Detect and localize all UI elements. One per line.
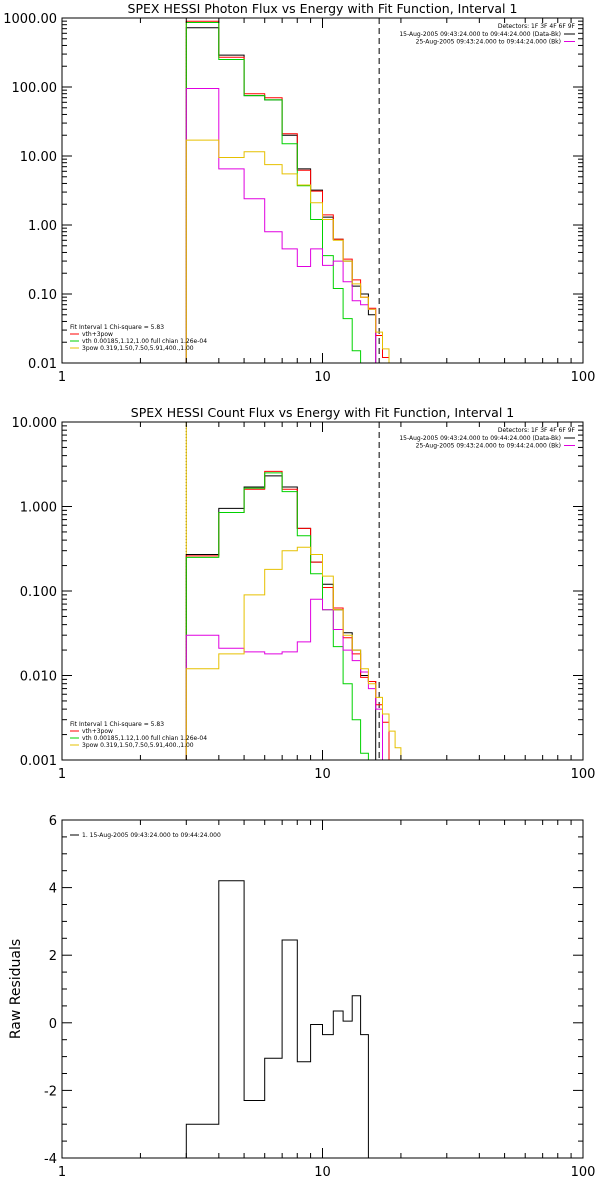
chart-panel-2: SPEX HESSI Count Flux vs Energy with Fit…	[12, 405, 596, 782]
y-tick-label: 1.00	[28, 219, 57, 234]
x-tick-label: 100	[571, 370, 596, 385]
x-tick-label: 1	[58, 1165, 66, 1180]
y-tick-label: 0.10	[28, 288, 57, 303]
series-line-1	[185, 880, 376, 1158]
plot-frame	[61, 819, 584, 1159]
y-tick-label: 6	[49, 814, 57, 829]
detectors-header: Detectors: 1F 3F 4F 6F 9F	[498, 427, 576, 434]
y-tick-label: 4	[49, 882, 57, 897]
x-tick-label: 1	[58, 370, 66, 385]
y-axis-label: Raw Residuals	[8, 939, 24, 1039]
chart-panel-1: SPEX HESSI Photon Flux vs Energy with Fi…	[3, 1, 595, 385]
y-tick-label: 1000.00	[3, 12, 57, 27]
y-tick-label: 100.00	[12, 81, 58, 96]
series-line-3	[185, 472, 376, 760]
y-tick-label: 0	[49, 1017, 57, 1032]
y-tick-label: 2	[49, 949, 57, 964]
x-tick-label: 10	[314, 370, 331, 385]
chart-title: SPEX HESSI Count Flux vs Energy with Fit…	[131, 405, 514, 420]
legend-entry-text: Fit Interval 1 Chi-square = 5.83	[70, 721, 164, 728]
y-tick-label: 0.010	[20, 670, 57, 685]
detectors-header: Detectors: 1F 3F 4F 6F 9F	[498, 23, 576, 30]
header-entry-text: 25-Aug-2005 09:43:24.000 to 09:44:24.000…	[416, 443, 561, 450]
legend-entry-text: 3pow 0.319,1.50,7.50,5.91,400.,1.00	[82, 345, 194, 352]
series-line-5	[185, 546, 412, 760]
series-line-4	[185, 88, 383, 363]
series-line-1	[185, 27, 377, 363]
header-entry-text: 15-Aug-2005 09:43:24.000 to 09:44:24.000…	[399, 435, 561, 442]
y-tick-label: -4	[44, 1152, 57, 1167]
legend-entry-text: 1. 15-Aug-2005 09:43:24.000 to 09:44:24.…	[82, 832, 221, 839]
x-tick-label: 1	[58, 767, 66, 782]
header-entry-text: 15-Aug-2005 09:43:24.000 to 09:44:24.000…	[399, 31, 561, 38]
chart-panel-3: Raw Residuals 1 10 100 6 4 2 0 -2 -4 1. 15-Aug-200…	[8, 814, 595, 1180]
y-tick-label: 1.000	[20, 501, 57, 516]
series-line-2	[185, 20, 390, 363]
y-tick-label: 0.01	[28, 357, 57, 372]
y-tick-label: 0.001	[20, 754, 57, 769]
legend-entry-text: vth+3pow	[82, 728, 113, 735]
x-tick-label: 100	[571, 1165, 596, 1180]
y-tick-label: 10.00	[20, 150, 57, 165]
y-tick-label: 0.100	[20, 585, 57, 600]
x-tick-label: 100	[571, 767, 596, 782]
series-line-5	[185, 139, 412, 363]
legend-entry-text: 3pow 0.319,1.50,7.50,5.91,400.,1.00	[82, 742, 194, 749]
header-entry-text: 25-Aug-2005 09:43:24.000 to 09:44:24.000…	[416, 39, 561, 46]
legend-entry-text: vth 0.00185,1.12,1.00 full chian 1.26e-0…	[82, 338, 207, 345]
legend-entry-text: vth 0.00185,1.12,1.00 full chian 1.26e-0…	[82, 735, 207, 742]
x-tick-label: 10	[314, 767, 331, 782]
x-tick-label: 10	[314, 1165, 331, 1180]
y-tick-label: -2	[44, 1084, 57, 1099]
series-line-1	[185, 475, 377, 760]
series-line-3	[185, 22, 376, 363]
chart-title: SPEX HESSI Photon Flux vs Energy with Fi…	[128, 1, 518, 16]
legend-entry-text: vth+3pow	[82, 331, 113, 338]
series-line-2	[185, 470, 390, 760]
y-tick-label: 10.000	[12, 416, 58, 431]
series-line-4	[185, 598, 383, 760]
legend-entry-text: Fit Interval 1 Chi-square = 5.83	[70, 324, 164, 331]
